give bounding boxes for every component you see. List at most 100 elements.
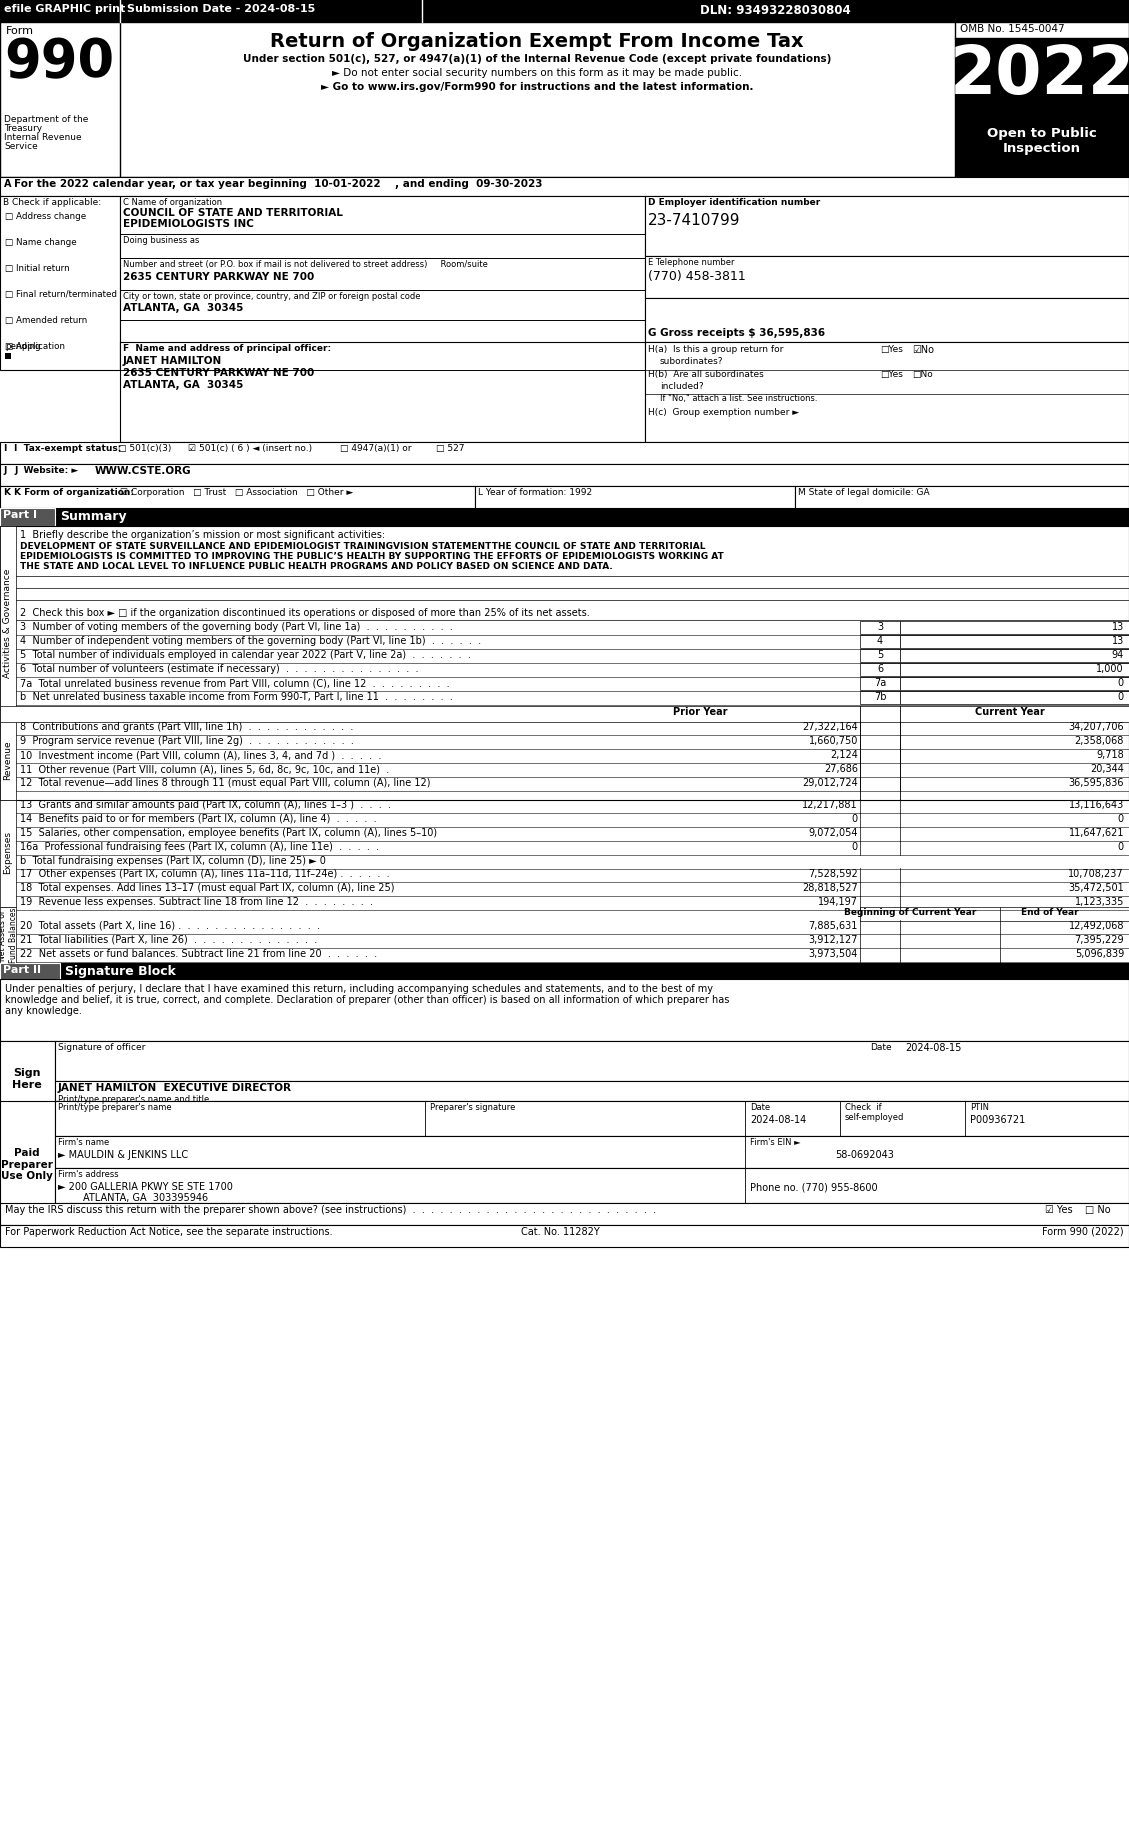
Text: P00936721: P00936721 — [970, 1114, 1025, 1125]
Text: 21  Total liabilities (Part X, line 26)  .  .  .  .  .  .  .  .  .  .  .  .  .  : 21 Total liabilities (Part X, line 26) .… — [20, 935, 317, 944]
Bar — [0, 486, 475, 508]
Text: Form 990 (2022): Form 990 (2022) — [1042, 1227, 1124, 1236]
Text: 1,123,335: 1,123,335 — [1075, 896, 1124, 907]
Text: WWW.CSTE.ORG: WWW.CSTE.ORG — [95, 466, 192, 477]
Bar — [55, 1137, 1129, 1168]
Text: 2  Check this box ► □ if the organization discontinued its operations or dispose: 2 Check this box ► □ if the organization… — [20, 608, 589, 617]
Text: □ Amended return: □ Amended return — [5, 316, 87, 325]
Text: 2022: 2022 — [949, 43, 1129, 107]
Text: Prior Year: Prior Year — [673, 708, 727, 717]
Bar — [120, 342, 645, 442]
Text: ATLANTA, GA  30345: ATLANTA, GA 30345 — [123, 303, 244, 312]
Text: 13: 13 — [1112, 623, 1124, 632]
Text: 34,207,706: 34,207,706 — [1068, 723, 1124, 732]
Bar — [0, 907, 16, 963]
Text: 11  Other revenue (Part VIII, column (A), lines 5, 6d, 8c, 9c, 10c, and 11e)  .: 11 Other revenue (Part VIII, column (A),… — [20, 763, 390, 774]
Text: 9  Program service revenue (Part VIII, line 2g)  .  .  .  .  .  .  .  .  .  .  .: 9 Program service revenue (Part VIII, li… — [20, 736, 353, 747]
Bar — [955, 120, 1129, 177]
Bar — [900, 691, 1129, 704]
Text: 0: 0 — [1118, 678, 1124, 687]
Text: 3: 3 — [877, 623, 883, 632]
Text: efile GRAPHIC print: efile GRAPHIC print — [5, 4, 125, 15]
Bar — [55, 1101, 1129, 1137]
Text: 13,116,643: 13,116,643 — [1069, 800, 1124, 809]
Text: 3  Number of voting members of the governing body (Part VI, line 1a)  .  .  .  .: 3 Number of voting members of the govern… — [20, 623, 453, 632]
Text: End of Year: End of Year — [1022, 907, 1079, 917]
Text: 12  Total revenue—add lines 8 through 11 (must equal Part VIII, column (A), line: 12 Total revenue—add lines 8 through 11 … — [20, 778, 430, 787]
Text: B Check if applicable:: B Check if applicable: — [3, 198, 102, 207]
Text: ► Go to www.irs.gov/Form990 for instructions and the latest information.: ► Go to www.irs.gov/Form990 for instruct… — [321, 81, 753, 92]
Text: Summary: Summary — [60, 510, 126, 523]
Text: Date: Date — [750, 1103, 770, 1112]
Text: 17  Other expenses (Part IX, column (A), lines 11a–11d, 11f–24e) .  .  .  .  .  : 17 Other expenses (Part IX, column (A), … — [20, 869, 390, 880]
Text: Firm's name: Firm's name — [58, 1138, 110, 1148]
Text: Treasury: Treasury — [5, 124, 42, 133]
Text: 4  Number of independent voting members of the governing body (Part VI, line 1b): 4 Number of independent voting members o… — [20, 636, 481, 647]
Text: Print/type preparer's name: Print/type preparer's name — [58, 1103, 172, 1112]
Bar — [860, 636, 900, 649]
Text: b  Total fundraising expenses (Part IX, column (D), line 25) ► 0: b Total fundraising expenses (Part IX, c… — [20, 856, 326, 867]
Text: 23-7410799: 23-7410799 — [648, 213, 741, 227]
Text: (770) 458-3811: (770) 458-3811 — [648, 270, 746, 283]
Text: OMB No. 1545-0047: OMB No. 1545-0047 — [960, 24, 1065, 33]
Text: 0: 0 — [1118, 691, 1124, 702]
Text: 0: 0 — [1118, 843, 1124, 852]
Bar — [0, 0, 1129, 22]
Text: Under penalties of perjury, I declare that I have examined this return, includin: Under penalties of perjury, I declare th… — [5, 983, 714, 994]
Text: 10,708,237: 10,708,237 — [1068, 869, 1124, 880]
Text: ☑No: ☑No — [912, 346, 934, 355]
Bar — [55, 1168, 1129, 1203]
Text: 2,124: 2,124 — [830, 750, 858, 760]
Bar — [0, 177, 1129, 196]
Text: □ Address change: □ Address change — [5, 213, 86, 222]
Bar — [0, 721, 16, 800]
Text: J  Website: ►: J Website: ► — [14, 466, 78, 475]
Text: For Paperwork Reduction Act Notice, see the separate instructions.: For Paperwork Reduction Act Notice, see … — [5, 1227, 333, 1236]
Bar — [860, 676, 900, 689]
Text: □ Final return/terminated: □ Final return/terminated — [5, 290, 117, 299]
Text: 18  Total expenses. Add lines 13–17 (must equal Part IX, column (A), line 25): 18 Total expenses. Add lines 13–17 (must… — [20, 883, 394, 893]
Text: subordinates?: subordinates? — [660, 357, 724, 366]
Text: 0: 0 — [1118, 813, 1124, 824]
Text: Part II: Part II — [3, 965, 41, 976]
Text: 19  Revenue less expenses. Subtract line 18 from line 12  .  .  .  .  .  .  .  .: 19 Revenue less expenses. Subtract line … — [20, 896, 373, 907]
Text: 22  Net assets or fund balances. Subtract line 21 from line 20  .  .  .  .  .  .: 22 Net assets or fund balances. Subtract… — [20, 950, 377, 959]
Text: 990: 990 — [5, 35, 114, 89]
Text: □ Name change: □ Name change — [5, 238, 77, 248]
Text: ☑ Corporation   □ Trust   □ Association   □ Other ►: ☑ Corporation □ Trust □ Association □ Ot… — [120, 488, 353, 497]
Bar — [955, 39, 1129, 120]
Text: Service: Service — [5, 142, 37, 152]
Bar — [0, 1040, 55, 1120]
Bar — [0, 508, 55, 527]
Text: Current Year: Current Year — [975, 708, 1044, 717]
Text: Revenue: Revenue — [3, 741, 12, 780]
Text: Cat. No. 11282Y: Cat. No. 11282Y — [520, 1227, 599, 1236]
Text: 6: 6 — [877, 663, 883, 675]
Text: 10  Investment income (Part VIII, column (A), lines 3, 4, and 7d )  .  .  .  .  : 10 Investment income (Part VIII, column … — [20, 750, 382, 760]
Text: 7,885,631: 7,885,631 — [808, 920, 858, 931]
Text: □Yes: □Yes — [879, 370, 903, 379]
Bar — [955, 22, 1129, 177]
Text: 4: 4 — [877, 636, 883, 647]
Text: Internal Revenue: Internal Revenue — [5, 133, 81, 142]
Text: ATLANTA, GA  303395946: ATLANTA, GA 303395946 — [58, 1194, 208, 1203]
Text: K Form of organization:: K Form of organization: — [14, 488, 134, 497]
Bar — [0, 508, 1129, 527]
Text: Firm's address: Firm's address — [58, 1170, 119, 1179]
Bar — [645, 257, 1129, 298]
Text: JANET HAMILTON: JANET HAMILTON — [123, 357, 222, 366]
Text: 14  Benefits paid to or for members (Part IX, column (A), line 4)  .  .  .  .  .: 14 Benefits paid to or for members (Part… — [20, 813, 377, 824]
Text: Check  if: Check if — [844, 1103, 882, 1112]
Text: G Gross receipts $ 36,595,836: G Gross receipts $ 36,595,836 — [648, 327, 825, 338]
Text: A: A — [5, 179, 11, 188]
Text: ► Do not enter social security numbers on this form as it may be made public.: ► Do not enter social security numbers o… — [332, 68, 742, 78]
Bar — [900, 636, 1129, 649]
Text: 6  Total number of volunteers (estimate if necessary)  .  .  .  .  .  .  .  .  .: 6 Total number of volunteers (estimate i… — [20, 663, 419, 675]
Text: □ Initial return: □ Initial return — [5, 264, 70, 274]
Text: Print/type preparer's name and title: Print/type preparer's name and title — [58, 1096, 209, 1103]
Bar — [900, 663, 1129, 676]
Text: 12,217,881: 12,217,881 — [803, 800, 858, 809]
Bar — [0, 527, 1129, 800]
Text: Open to Public
Inspection: Open to Public Inspection — [987, 128, 1097, 155]
Bar — [120, 196, 645, 370]
